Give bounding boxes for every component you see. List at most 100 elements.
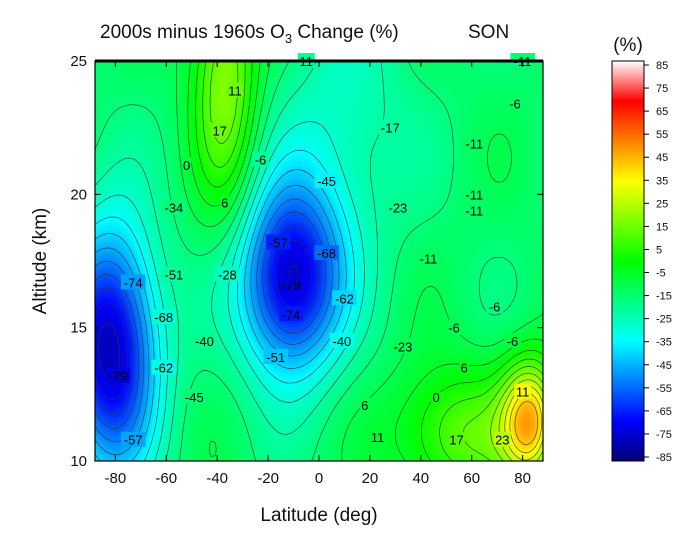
contour-label-bg-15 [266, 234, 291, 250]
contour-label-23: -6 [489, 299, 501, 314]
contour-label-15: -57 [269, 235, 288, 250]
colorbar [612, 61, 644, 461]
contour-label-19: -28 [218, 267, 237, 282]
contour-label-1: 11 [228, 83, 242, 98]
contour-label-bg-33 [459, 359, 469, 375]
contour-label-32: -62 [154, 361, 173, 376]
colorbar-tick-label-2: 65 [656, 106, 668, 118]
colorbar-tick-label-16: -75 [656, 429, 672, 441]
contour-label-bg-28 [329, 333, 355, 348]
contour-label-bg-40 [369, 429, 386, 444]
x-tick-label--20: -20 [257, 470, 279, 487]
contour-label-7: -6 [255, 153, 267, 168]
contour-label-bg-34 [105, 367, 131, 383]
contour-label-bg-36 [431, 389, 441, 404]
contour-label-13: -34 [165, 201, 184, 216]
y-axis-ticks: 10 15 20 25 [70, 53, 543, 470]
contour-label-17: -11 [420, 251, 438, 266]
x-tick-label-0: 0 [315, 470, 323, 487]
contour-label-bg-32 [151, 359, 176, 375]
contour-label-bg-11 [462, 186, 487, 202]
chart-title-suffix: Change (%) [292, 22, 399, 43]
contour-label-30: -6 [507, 334, 519, 349]
contour-label-bg-7 [252, 151, 269, 167]
contour-label-bg-14 [385, 199, 411, 215]
contour-label-bg-20 [120, 274, 146, 290]
contour-label-bg-35 [182, 389, 207, 404]
contour-label-39: -57 [124, 433, 143, 448]
contour-line-11 [95, 61, 518, 461]
colorbar-tick-label-3: 55 [656, 129, 668, 141]
contour-label-bg-24 [151, 309, 176, 324]
contour-label-bg-6 [181, 157, 192, 172]
contour-label-4: 17 [212, 123, 226, 138]
contour-label-26: -6 [448, 321, 460, 336]
contour-line-14 [195, 61, 543, 461]
colorbar-tick-label-10: -15 [656, 291, 672, 303]
x-tick-label-20: 20 [362, 470, 379, 487]
x-tick-label--60: -60 [155, 470, 177, 487]
x-tick-label-40: 40 [412, 470, 429, 487]
contour-label-35: -45 [185, 390, 204, 405]
contour-label-bg-13 [161, 199, 187, 215]
contour-label-5: -17 [381, 121, 400, 136]
contour-label-38: 6 [361, 398, 368, 413]
colorbar-tick-label-0: 85 [656, 60, 668, 72]
contour-label-bg-21 [278, 277, 304, 292]
contour-label-34: -79 [109, 369, 128, 384]
contour-label-31: -51 [266, 350, 285, 365]
x-axis-title: Latitude (deg) [260, 505, 377, 526]
contour-label-10: -45 [317, 174, 336, 189]
contour-line-9 [95, 121, 365, 461]
contour-line-17 [490, 372, 543, 461]
colorbar-tick-label-9: -5 [656, 268, 666, 280]
contour-label-bg-38 [360, 397, 370, 412]
contour-label-bg-4 [211, 122, 229, 138]
x-axis-ticks: -80 -60 -40 -20 0 20 40 60 80 [105, 61, 531, 487]
contour-label-33: 6 [460, 361, 467, 376]
colorbar-tick-label-7: 15 [656, 221, 668, 233]
contour-label-bg-39 [120, 431, 146, 447]
contour-label-bg-22 [332, 290, 357, 306]
y-tick-label-15: 15 [70, 320, 87, 337]
contour-label-bg-1 [226, 82, 244, 98]
contour-label-bg-10 [314, 173, 339, 188]
contour-label-12: -11 [465, 203, 483, 218]
contour-label-bg-9 [220, 194, 230, 210]
colorbar-tick-label-6: 25 [656, 198, 668, 210]
y-tick-label-20: 20 [70, 186, 87, 203]
x-tick-label--80: -80 [105, 470, 127, 487]
chart-title-subscript: 3 [285, 31, 292, 46]
contour-label-bg-19 [215, 266, 240, 282]
contour-labels: 1111-11-617-170-6-116-45-11-11-34-23-57-… [105, 53, 535, 448]
contour-label-bg-42 [493, 431, 511, 447]
contour-label-bg-5 [378, 119, 403, 135]
contour-label-bg-37 [514, 383, 532, 399]
contour-label-22: -62 [335, 291, 354, 306]
colorbar-tick-label-5: 35 [656, 175, 668, 187]
contour-label-bg-29 [390, 338, 416, 354]
contour-label-11: -11 [465, 187, 483, 202]
contour-label-25: -74 [282, 307, 301, 322]
colorbar-tick-label-8: 5 [656, 244, 662, 256]
colorbar-tick-label-1: 75 [656, 83, 668, 95]
contour-line-2 [95, 240, 312, 400]
contour-label-37: 11 [516, 385, 530, 400]
colorbar-tick-label-11: -25 [656, 314, 672, 326]
contour-label-3: -6 [509, 97, 521, 112]
colorbar-tick-label-13: -45 [656, 360, 672, 372]
contour-line-21 [514, 400, 539, 446]
x-tick-label-60: 60 [463, 470, 480, 487]
contour-label-bg-12 [462, 202, 487, 218]
contour-label-bg-8 [462, 135, 487, 151]
contour-label-6: 0 [183, 158, 190, 173]
contour-label-bg-3 [506, 95, 524, 111]
contour-label-20: -74 [124, 275, 143, 290]
contour-label-42: 23 [495, 433, 509, 448]
contour-label-18: -51 [165, 267, 184, 282]
contour-label-bg-41 [448, 431, 465, 447]
chart-season-label: SON [468, 22, 509, 43]
chart-title: 2000s minus 1960s O3 Change (%) [100, 22, 399, 46]
colorbar-tick-label-12: -35 [656, 337, 672, 349]
